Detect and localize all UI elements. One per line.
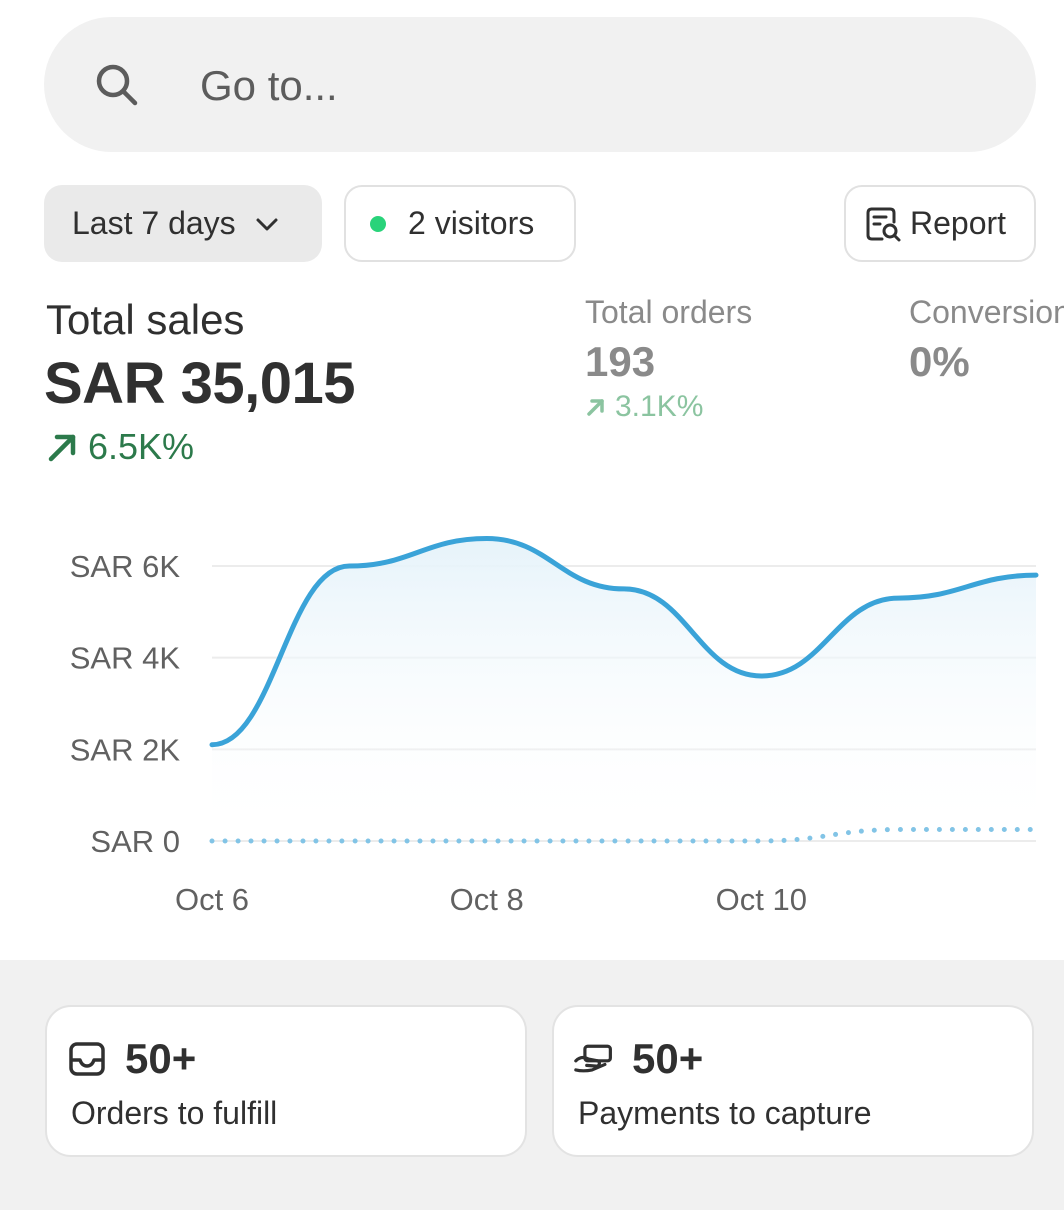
comparison-series-line — [209, 827, 1039, 844]
report-search-icon — [866, 207, 901, 241]
date-range-label: Last 7 days — [72, 205, 236, 241]
sales-line-chart[interactable]: SAR 0 SAR 2K SAR 4K SAR 6K Oct 6 Oct 8 Oct 10 — [0, 500, 1064, 940]
payments-to-capture-card[interactable]: 50+ Payments to capture — [552, 1005, 1034, 1157]
total-sales-label: Total sales — [46, 296, 245, 343]
chevron-down-icon — [256, 218, 278, 230]
total-sales-value: SAR 35,015 — [44, 351, 355, 416]
y-tick-label: SAR 0 — [90, 824, 180, 859]
report-button[interactable]: Report — [844, 185, 1036, 262]
total-orders-value: 193 — [585, 338, 656, 385]
sales-series-line — [209, 535, 1039, 748]
total-orders-change: 3.1K% — [585, 390, 703, 424]
conversion-value: 0% — [909, 338, 970, 385]
arrow-up-right-icon — [587, 399, 604, 416]
orders-to-fulfill-card[interactable]: 50+ Orders to fulfill — [45, 1005, 527, 1157]
x-tick-label: Oct 6 — [175, 882, 249, 917]
live-status-dot — [370, 215, 386, 232]
hand-money-icon — [574, 1044, 612, 1073]
y-tick-label: SAR 2K — [70, 732, 181, 767]
total-sales-change: 6.5K% — [46, 426, 194, 468]
y-tick-label: SAR 4K — [70, 641, 181, 676]
arrow-up-right-icon — [48, 434, 76, 462]
sales-area-fill — [212, 538, 1036, 841]
date-range-dropdown[interactable]: Last 7 days — [44, 185, 322, 262]
y-tick-label: SAR 6K — [70, 549, 181, 584]
x-tick-label: Oct 10 — [716, 882, 807, 917]
x-tick-label: Oct 8 — [450, 882, 524, 917]
orders-label: Orders to fulfill — [71, 1095, 278, 1131]
report-label: Report — [910, 205, 1007, 241]
inbox-icon — [69, 1042, 105, 1076]
search-input[interactable] — [200, 60, 900, 112]
conversion-label: Conversion — [909, 294, 1064, 330]
payments-count: 50+ — [632, 1035, 704, 1082]
visitors-label: 2 visitors — [408, 205, 535, 241]
payments-label: Payments to capture — [578, 1095, 872, 1131]
total-orders-label: Total orders — [585, 294, 753, 330]
live-visitors-button[interactable]: 2 visitors — [344, 185, 576, 262]
search-icon — [96, 64, 138, 106]
total-sales-change-value: 6.5K% — [88, 426, 195, 467]
total-orders-change-value: 3.1K% — [615, 390, 704, 423]
orders-count: 50+ — [125, 1035, 197, 1082]
